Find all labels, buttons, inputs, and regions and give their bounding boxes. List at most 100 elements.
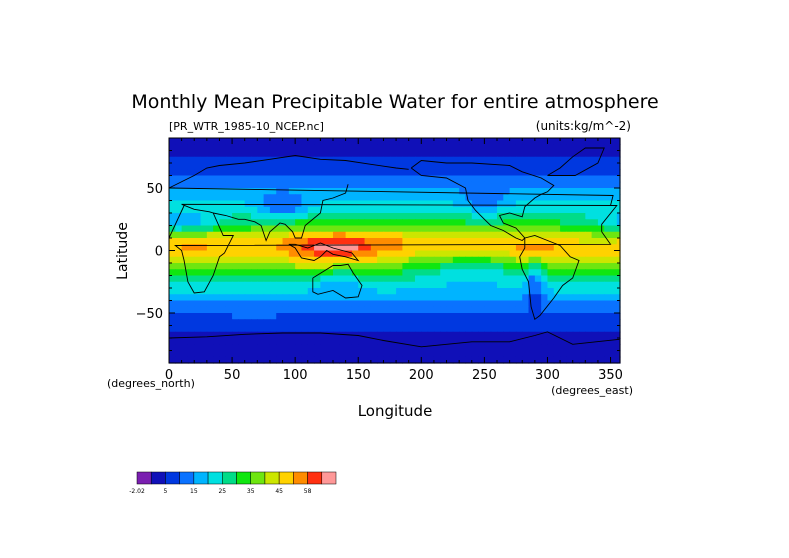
- heatmap-cell: [459, 206, 467, 214]
- heatmap-cell: [175, 338, 183, 345]
- heatmap-cell: [320, 175, 328, 183]
- heatmap-cell: [402, 200, 410, 208]
- heatmap-cell: [213, 288, 221, 295]
- heatmap-cell: [288, 225, 296, 233]
- heatmap-cell: [497, 263, 504, 270]
- heatmap-cell: [364, 281, 372, 289]
- heatmap-cell: [433, 175, 441, 183]
- heatmap-cell: [206, 306, 214, 314]
- heatmap-cell: [522, 206, 530, 214]
- heatmap-cell: [415, 281, 422, 289]
- heatmap-cell: [169, 281, 176, 289]
- heatmap-cell: [364, 269, 372, 277]
- heatmap-cell: [408, 200, 416, 208]
- heatmap-cell: [503, 325, 511, 333]
- heatmap-cell: [339, 350, 347, 358]
- heatmap-cell: [263, 313, 271, 320]
- heatmap-cell: [616, 200, 621, 208]
- heatmap-cell: [295, 288, 303, 295]
- heatmap-cell: [541, 325, 549, 333]
- heatmap-cell: [263, 188, 271, 195]
- heatmap-cell: [339, 269, 347, 277]
- coastline: [312, 263, 363, 299]
- heatmap-cell: [301, 163, 309, 170]
- heatmap-cell: [503, 188, 511, 195]
- heatmap-cell: [206, 181, 214, 189]
- heatmap-cell: [345, 281, 353, 289]
- heatmap-cell: [339, 219, 347, 227]
- heatmap-cell: [534, 281, 542, 289]
- heatmap-cell: [484, 250, 492, 258]
- heatmap-cell: [484, 194, 492, 202]
- heatmap-cell: [351, 238, 359, 245]
- heatmap-cell: [452, 144, 460, 152]
- heatmap-cell: [528, 144, 536, 152]
- heatmap-cell: [333, 306, 340, 314]
- heatmap-cell: [396, 338, 403, 345]
- heatmap-cell: [528, 169, 536, 177]
- heatmap-cell: [301, 244, 309, 252]
- heatmap-cell: [579, 281, 586, 289]
- heatmap-cell: [503, 300, 511, 308]
- heatmap-cell: [459, 225, 467, 233]
- heatmap-cell: [213, 169, 221, 177]
- heatmap-cell: [282, 325, 290, 333]
- heatmap-cell: [282, 244, 290, 252]
- heatmap-cell: [225, 150, 233, 158]
- heatmap-cell: [616, 144, 621, 152]
- heatmap-cell: [459, 294, 467, 302]
- heatmap-cell: [440, 244, 448, 252]
- heatmap-cell: [566, 263, 574, 270]
- heatmap-cell: [433, 319, 441, 327]
- heatmap-cell: [333, 275, 340, 283]
- heatmap-cell: [301, 250, 309, 258]
- heatmap-cell: [522, 356, 530, 364]
- heatmap-cell: [446, 338, 454, 345]
- heatmap-cell: [547, 206, 555, 214]
- heatmap-cell: [471, 213, 479, 220]
- heatmap-cell: [534, 213, 542, 220]
- heatmap-cell: [181, 206, 189, 214]
- heatmap-cell: [465, 181, 473, 189]
- heatmap-cell: [269, 188, 277, 195]
- heatmap-cell: [433, 144, 441, 152]
- heatmap-cell: [314, 206, 321, 214]
- heatmap-cell: [389, 338, 397, 345]
- heatmap-cell: [370, 338, 378, 345]
- heatmap-cell: [440, 263, 448, 270]
- heatmap-cell: [326, 256, 334, 264]
- heatmap-cell: [288, 344, 296, 352]
- heatmap-cell: [206, 156, 214, 164]
- heatmap-cell: [175, 219, 183, 227]
- heatmap-cell: [181, 225, 189, 233]
- heatmap-cell: [515, 225, 523, 233]
- heatmap-cell: [326, 350, 334, 358]
- heatmap-cell: [320, 325, 328, 333]
- heatmap-cell: [364, 175, 372, 183]
- heatmap-cell: [232, 281, 239, 289]
- heatmap-cell: [478, 244, 485, 252]
- heatmap-cell: [244, 213, 252, 220]
- heatmap-cell: [478, 194, 485, 202]
- heatmap-cell: [541, 219, 549, 227]
- heatmap-cell: [383, 175, 391, 183]
- heatmap-cell: [490, 275, 498, 283]
- heatmap-cell: [553, 313, 561, 320]
- heatmap-cell: [408, 194, 416, 202]
- heatmap-cell: [288, 306, 296, 314]
- heatmap-cell: [364, 275, 372, 283]
- heatmap-cell: [604, 331, 612, 339]
- heatmap-cell: [478, 225, 485, 233]
- heatmap-cell: [522, 281, 530, 289]
- heatmap-cell: [181, 331, 189, 339]
- heatmap-cell: [433, 169, 441, 177]
- heatmap-cell: [490, 288, 498, 295]
- heatmap-cell: [175, 188, 183, 195]
- heatmap-cell: [169, 294, 176, 302]
- heatmap-cell: [402, 225, 410, 233]
- heatmap-cell: [427, 206, 435, 214]
- heatmap-cell: [478, 294, 485, 302]
- heatmap-cell: [301, 219, 309, 227]
- heatmap-cell: [251, 169, 258, 177]
- heatmap-cell: [440, 188, 448, 195]
